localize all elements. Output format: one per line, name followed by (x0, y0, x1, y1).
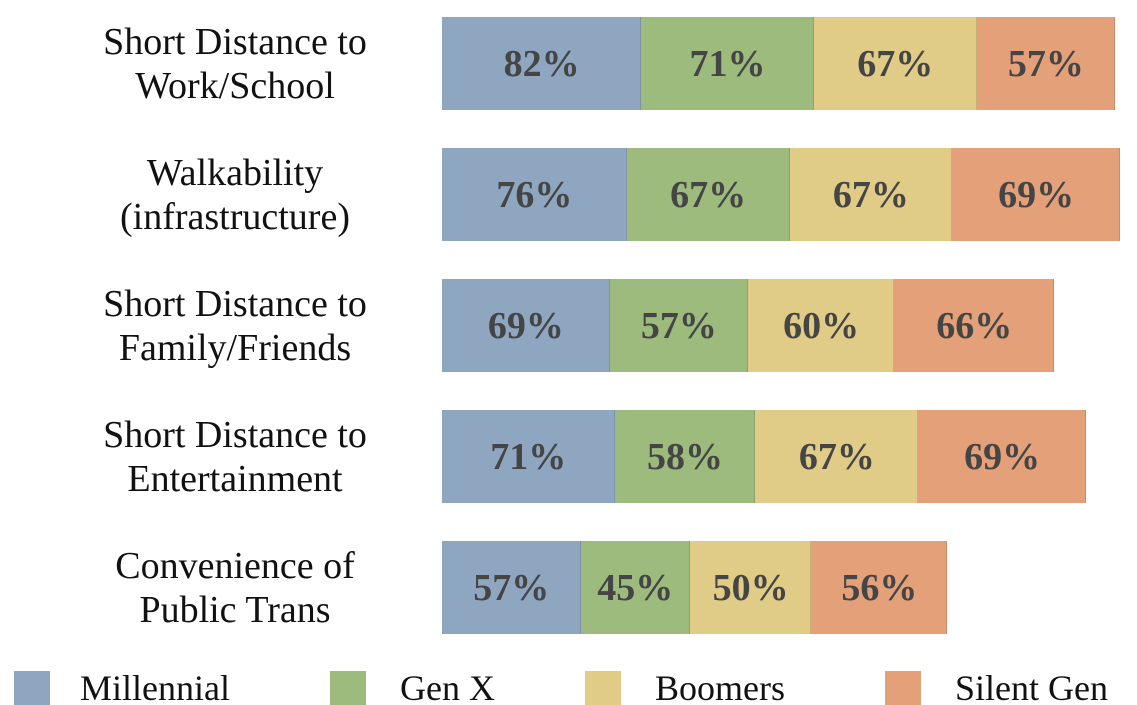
value-label: 67% (798, 435, 875, 478)
legend-swatch (14, 671, 50, 705)
bar-segment (442, 410, 615, 503)
bar-segment (811, 541, 948, 634)
bar-segment (626, 148, 790, 241)
legend-label: Silent Gen (955, 668, 1108, 705)
value-label: 66% (936, 304, 1013, 347)
value-label: 50% (712, 566, 789, 609)
bar-segment (952, 148, 1120, 241)
value-label: 82% (503, 42, 580, 85)
bar-segment (609, 279, 749, 372)
value-label: 71% (490, 435, 567, 478)
bar-segment (894, 279, 1055, 372)
bar-segment (580, 541, 690, 634)
value-label: 76% (496, 173, 573, 216)
value-label: 69% (487, 304, 564, 347)
value-label: 56% (841, 566, 918, 609)
value-label: 67% (670, 173, 747, 216)
category-label: Convenience of Public Trans (115, 544, 355, 631)
legend-label: Millennial (80, 668, 230, 705)
bar-segment (689, 541, 812, 634)
bar-segment (976, 17, 1116, 110)
bar-segment (614, 410, 756, 503)
legend-label: Boomers (655, 668, 785, 705)
legend-label: Gen X (400, 668, 495, 705)
bar-segment (442, 17, 642, 110)
value-label: 60% (783, 304, 860, 347)
legend-swatch (585, 671, 621, 705)
value-label: 58% (647, 435, 723, 478)
legend-swatch (885, 671, 921, 705)
value-label: 45% (597, 566, 674, 609)
legend-swatch (330, 671, 366, 705)
value-label: 57% (1007, 42, 1084, 85)
category-label: Short Distance to Entertainment (103, 413, 367, 500)
category-label: Short Distance to Family/Friends (103, 282, 367, 369)
value-label: 69% (964, 435, 1041, 478)
bar-segment (755, 410, 919, 503)
value-label: 67% (857, 42, 934, 85)
value-label: 67% (832, 173, 909, 216)
value-label: 71% (689, 42, 766, 85)
bar-segment (813, 17, 977, 110)
bar-segment (748, 279, 894, 372)
bar-segment (442, 279, 610, 372)
value-label: 57% (473, 566, 550, 609)
bar-segment (918, 410, 1086, 503)
bar-segment (442, 148, 627, 241)
bar-segment (442, 541, 581, 634)
bar-segment (641, 17, 814, 110)
bar-segment (789, 148, 953, 241)
value-label: 57% (640, 304, 717, 347)
value-label: 69% (998, 173, 1075, 216)
category-label: Short Distance to Work/School (103, 20, 367, 107)
category-label: Walkability (infrastructure) (120, 151, 350, 238)
